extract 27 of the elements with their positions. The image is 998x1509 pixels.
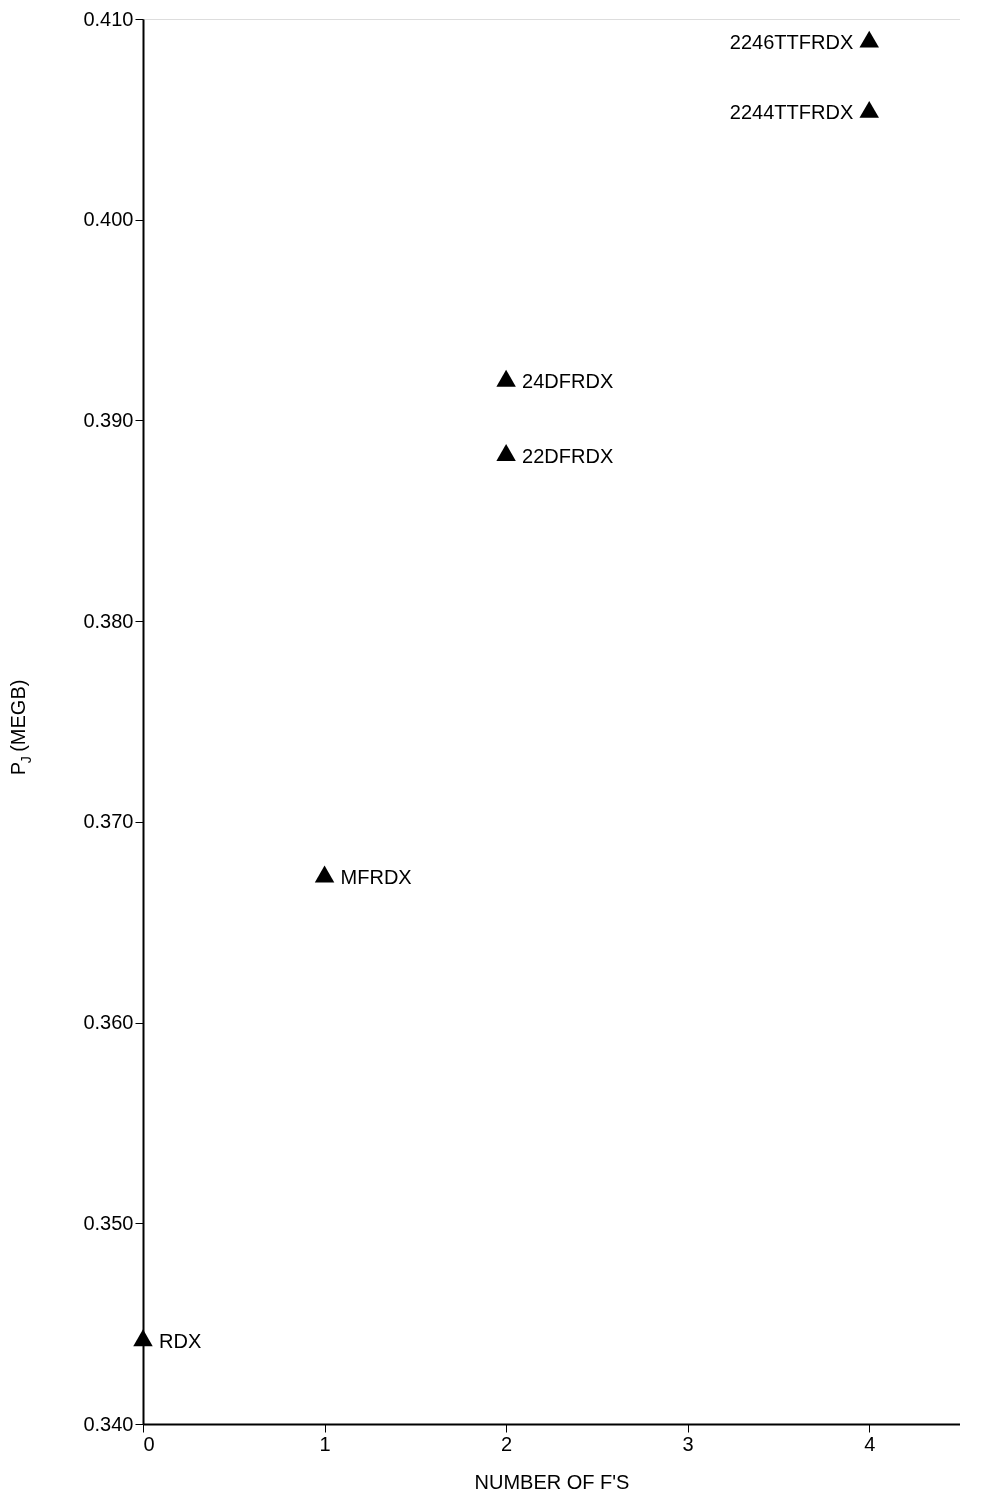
point <box>496 369 516 387</box>
x-axis-title: NUMBER OF F'S <box>474 1470 630 1493</box>
y-tick-label: 0.350 <box>83 1211 134 1234</box>
annotation: 2244TTFRDX <box>729 101 854 124</box>
annotation: 2246TTFRDX <box>729 31 854 54</box>
y-axis-title: PJ (MEGB) <box>7 679 34 776</box>
point <box>133 1329 153 1347</box>
y-tick-label: 0.340 <box>83 1412 134 1435</box>
x-tick-label: 1 <box>319 1432 331 1455</box>
y-tick-label: 0.390 <box>83 408 134 431</box>
point <box>314 865 335 883</box>
annotation: 24DFRDX <box>522 370 614 393</box>
x-tick-label: 4 <box>864 1432 876 1455</box>
y-tick-label: 0.400 <box>83 208 134 231</box>
point <box>859 100 879 118</box>
annotation: 22DFRDX <box>522 444 614 467</box>
x-tick-label: 3 <box>682 1432 694 1455</box>
y-tick-label: 0.380 <box>83 609 134 632</box>
x-tick-label: 0 <box>143 1432 155 1455</box>
y-tick-label: 0.360 <box>83 1011 134 1034</box>
annotation: RDX <box>159 1329 202 1352</box>
x-tick-label: 2 <box>501 1432 513 1455</box>
point <box>859 30 879 48</box>
annotation: MFRDX <box>340 866 412 889</box>
y-tick-label: 0.410 <box>83 7 134 30</box>
y-tick-label: 0.370 <box>83 810 134 833</box>
point <box>496 444 516 461</box>
